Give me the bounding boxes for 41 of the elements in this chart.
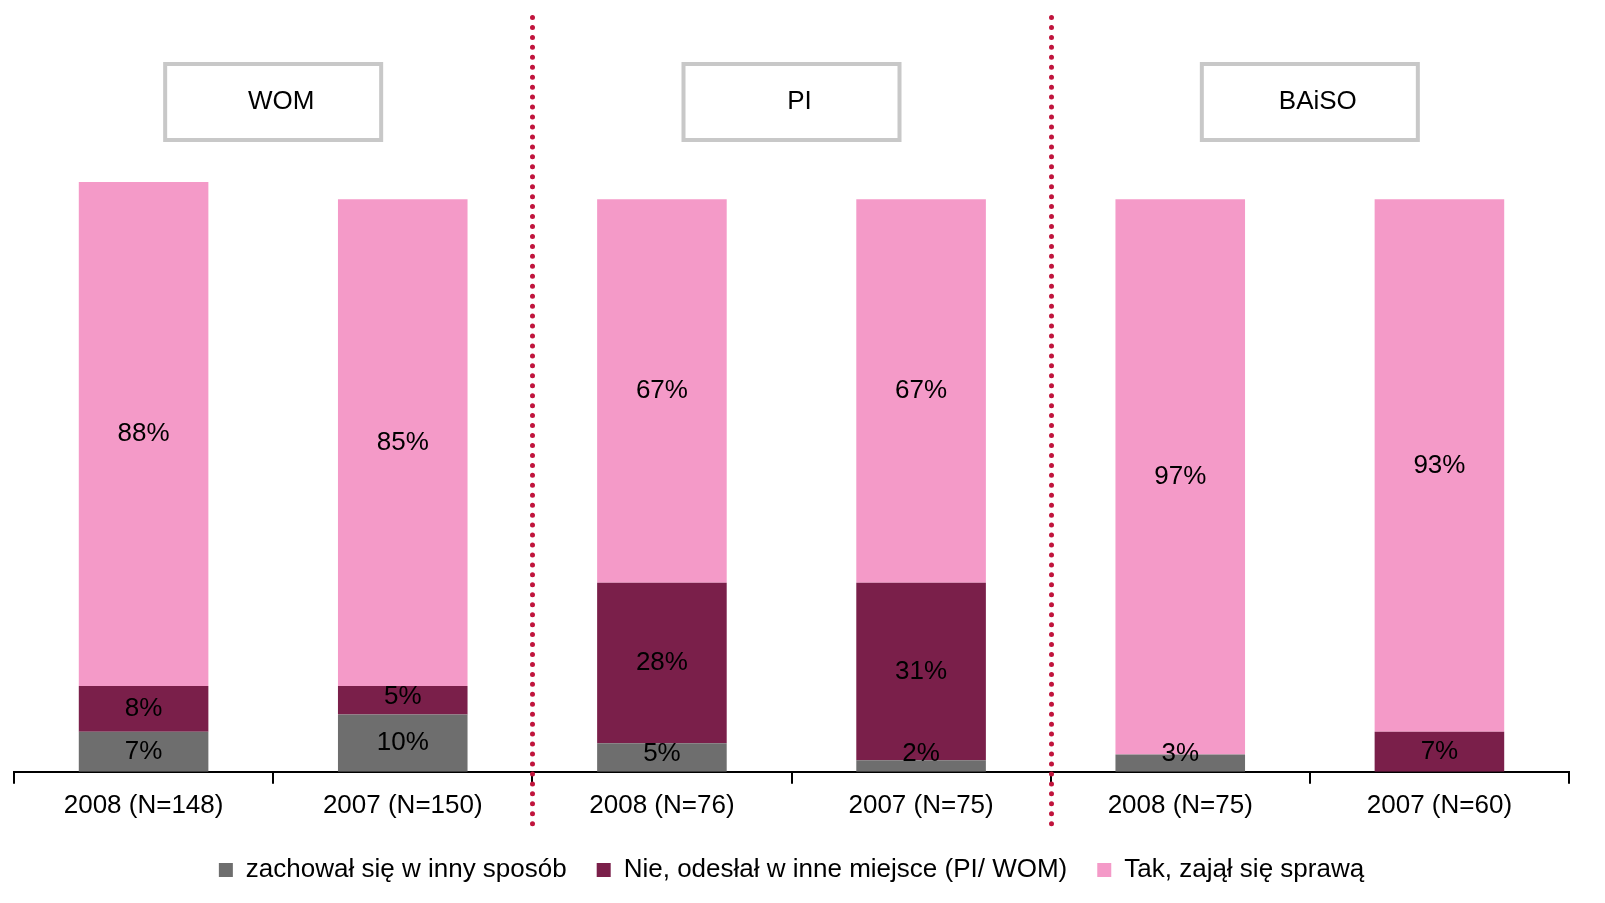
data-label: 5%	[383, 679, 422, 710]
x-tick-label: 2008 (N=75)	[1107, 788, 1253, 819]
bar	[78, 182, 209, 686]
data-label: 5%	[643, 736, 681, 767]
x-tick-label: 2008 (N=148)	[63, 788, 224, 819]
bar	[1374, 731, 1505, 772]
text: PI	[787, 85, 812, 116]
data-label: 67%	[635, 374, 688, 405]
x-tick-label: 2007 (N=150)	[322, 788, 483, 819]
data-label: 10%	[376, 726, 429, 757]
bar	[1374, 199, 1505, 732]
data-label: 7%	[1420, 734, 1459, 765]
data-label: 3%	[1161, 736, 1200, 767]
legend-label: zachował się w inny sposób	[245, 853, 567, 884]
data-label: 28%	[635, 646, 688, 677]
bar	[856, 199, 986, 583]
data-label: 93%	[1413, 448, 1466, 479]
text: BAiSO	[1278, 85, 1357, 116]
data-label: 97%	[1154, 460, 1207, 491]
bar	[597, 199, 727, 583]
data-label: 85%	[376, 425, 429, 456]
legend-label: Tak, zajął się sprawą	[1124, 853, 1365, 884]
data-label: 67%	[895, 374, 948, 405]
bar	[78, 731, 209, 772]
bar	[597, 582, 727, 744]
bar	[337, 199, 468, 686]
x-tick-label: 2008 (N=76)	[589, 788, 735, 819]
data-label: 2%	[902, 736, 940, 767]
bar	[856, 760, 986, 772]
x-tick-label: 2007 (N=60)	[1366, 788, 1513, 819]
data-label: 8%	[124, 691, 163, 722]
x-tick-label: 2007 (N=75)	[848, 788, 994, 819]
data-label: 31%	[895, 654, 948, 685]
text: WOM	[247, 85, 315, 116]
data-label: 88%	[117, 417, 170, 448]
bar	[78, 685, 209, 732]
bar	[856, 582, 986, 761]
data-label: 7%	[124, 734, 163, 765]
legend-label: Nie, odesłał w inne miejsce (PI/ WOM)	[623, 853, 1068, 884]
bar	[337, 685, 468, 715]
bar	[337, 714, 468, 772]
